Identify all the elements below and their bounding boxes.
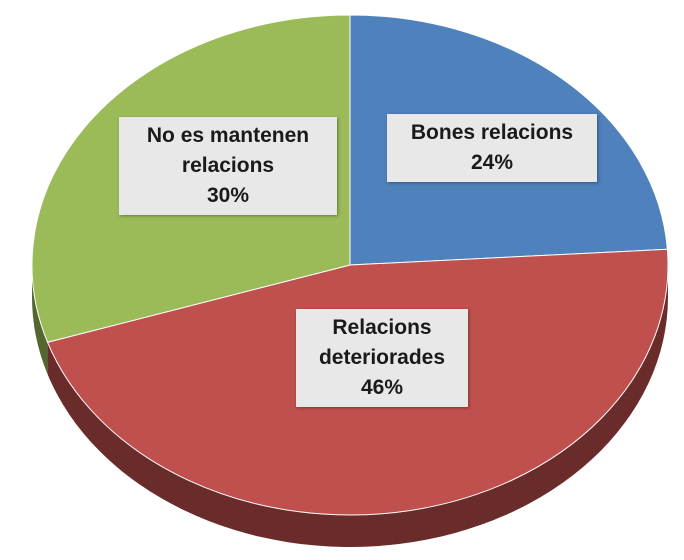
value-label: 46%	[360, 376, 404, 399]
category-label: No es mantenen relacions	[146, 124, 310, 177]
pie-side	[32, 265, 48, 375]
data-label: No es mantenen relacions 30%	[119, 117, 337, 215]
value-label: 30%	[206, 184, 250, 207]
data-label: Relacions deteriorades 46%	[296, 309, 468, 407]
value-label: 24%	[470, 151, 514, 174]
category-label: Bones relacions	[410, 121, 574, 144]
category-label: Relacions deteriorades	[318, 316, 446, 369]
data-label: Bones relacions 24%	[387, 114, 597, 182]
